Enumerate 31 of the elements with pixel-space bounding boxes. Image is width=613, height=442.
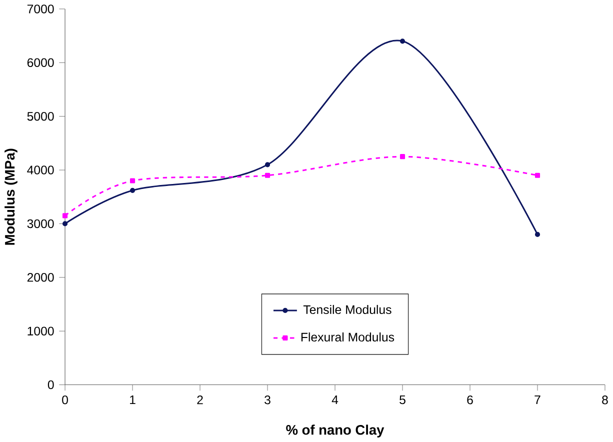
x-tick-label: 5	[400, 395, 406, 404]
y-tick-label: 7000	[27, 4, 54, 14]
point	[264, 172, 270, 178]
point	[400, 38, 406, 44]
y-tick-label: 2000	[27, 273, 54, 282]
x-tick-label: 2	[197, 395, 203, 404]
y-axis-title: Modulus (MPa)	[4, 148, 18, 245]
legend-label: Flexural Modulus	[301, 332, 394, 342]
y-tick-label: 0	[48, 380, 54, 390]
point	[130, 188, 136, 193]
y-tick-label: 1000	[28, 326, 54, 336]
point	[62, 221, 68, 226]
x-tick-label: 4	[332, 395, 338, 404]
y-tick-label: 4000	[27, 166, 54, 174]
y-tick-label: 6000	[27, 58, 54, 68]
y-tick-label: 5000	[27, 112, 54, 121]
x-tick-label: 0	[62, 395, 68, 404]
point	[534, 232, 540, 237]
x-tick-label: 7	[534, 395, 540, 404]
x-tick-label: 6	[467, 395, 473, 404]
x-tick-label: 3	[264, 395, 270, 404]
point	[62, 213, 68, 218]
x-tick-label: 1	[130, 395, 136, 404]
point	[534, 172, 540, 178]
y-tick-label: 3000	[27, 219, 54, 228]
point	[264, 162, 270, 168]
point	[400, 154, 406, 160]
x-tick-label: 8	[602, 395, 608, 404]
point	[130, 178, 136, 184]
x-axis-title: % of nano Clay	[286, 424, 384, 438]
legend-label: Tensile Modulus	[303, 304, 392, 314]
